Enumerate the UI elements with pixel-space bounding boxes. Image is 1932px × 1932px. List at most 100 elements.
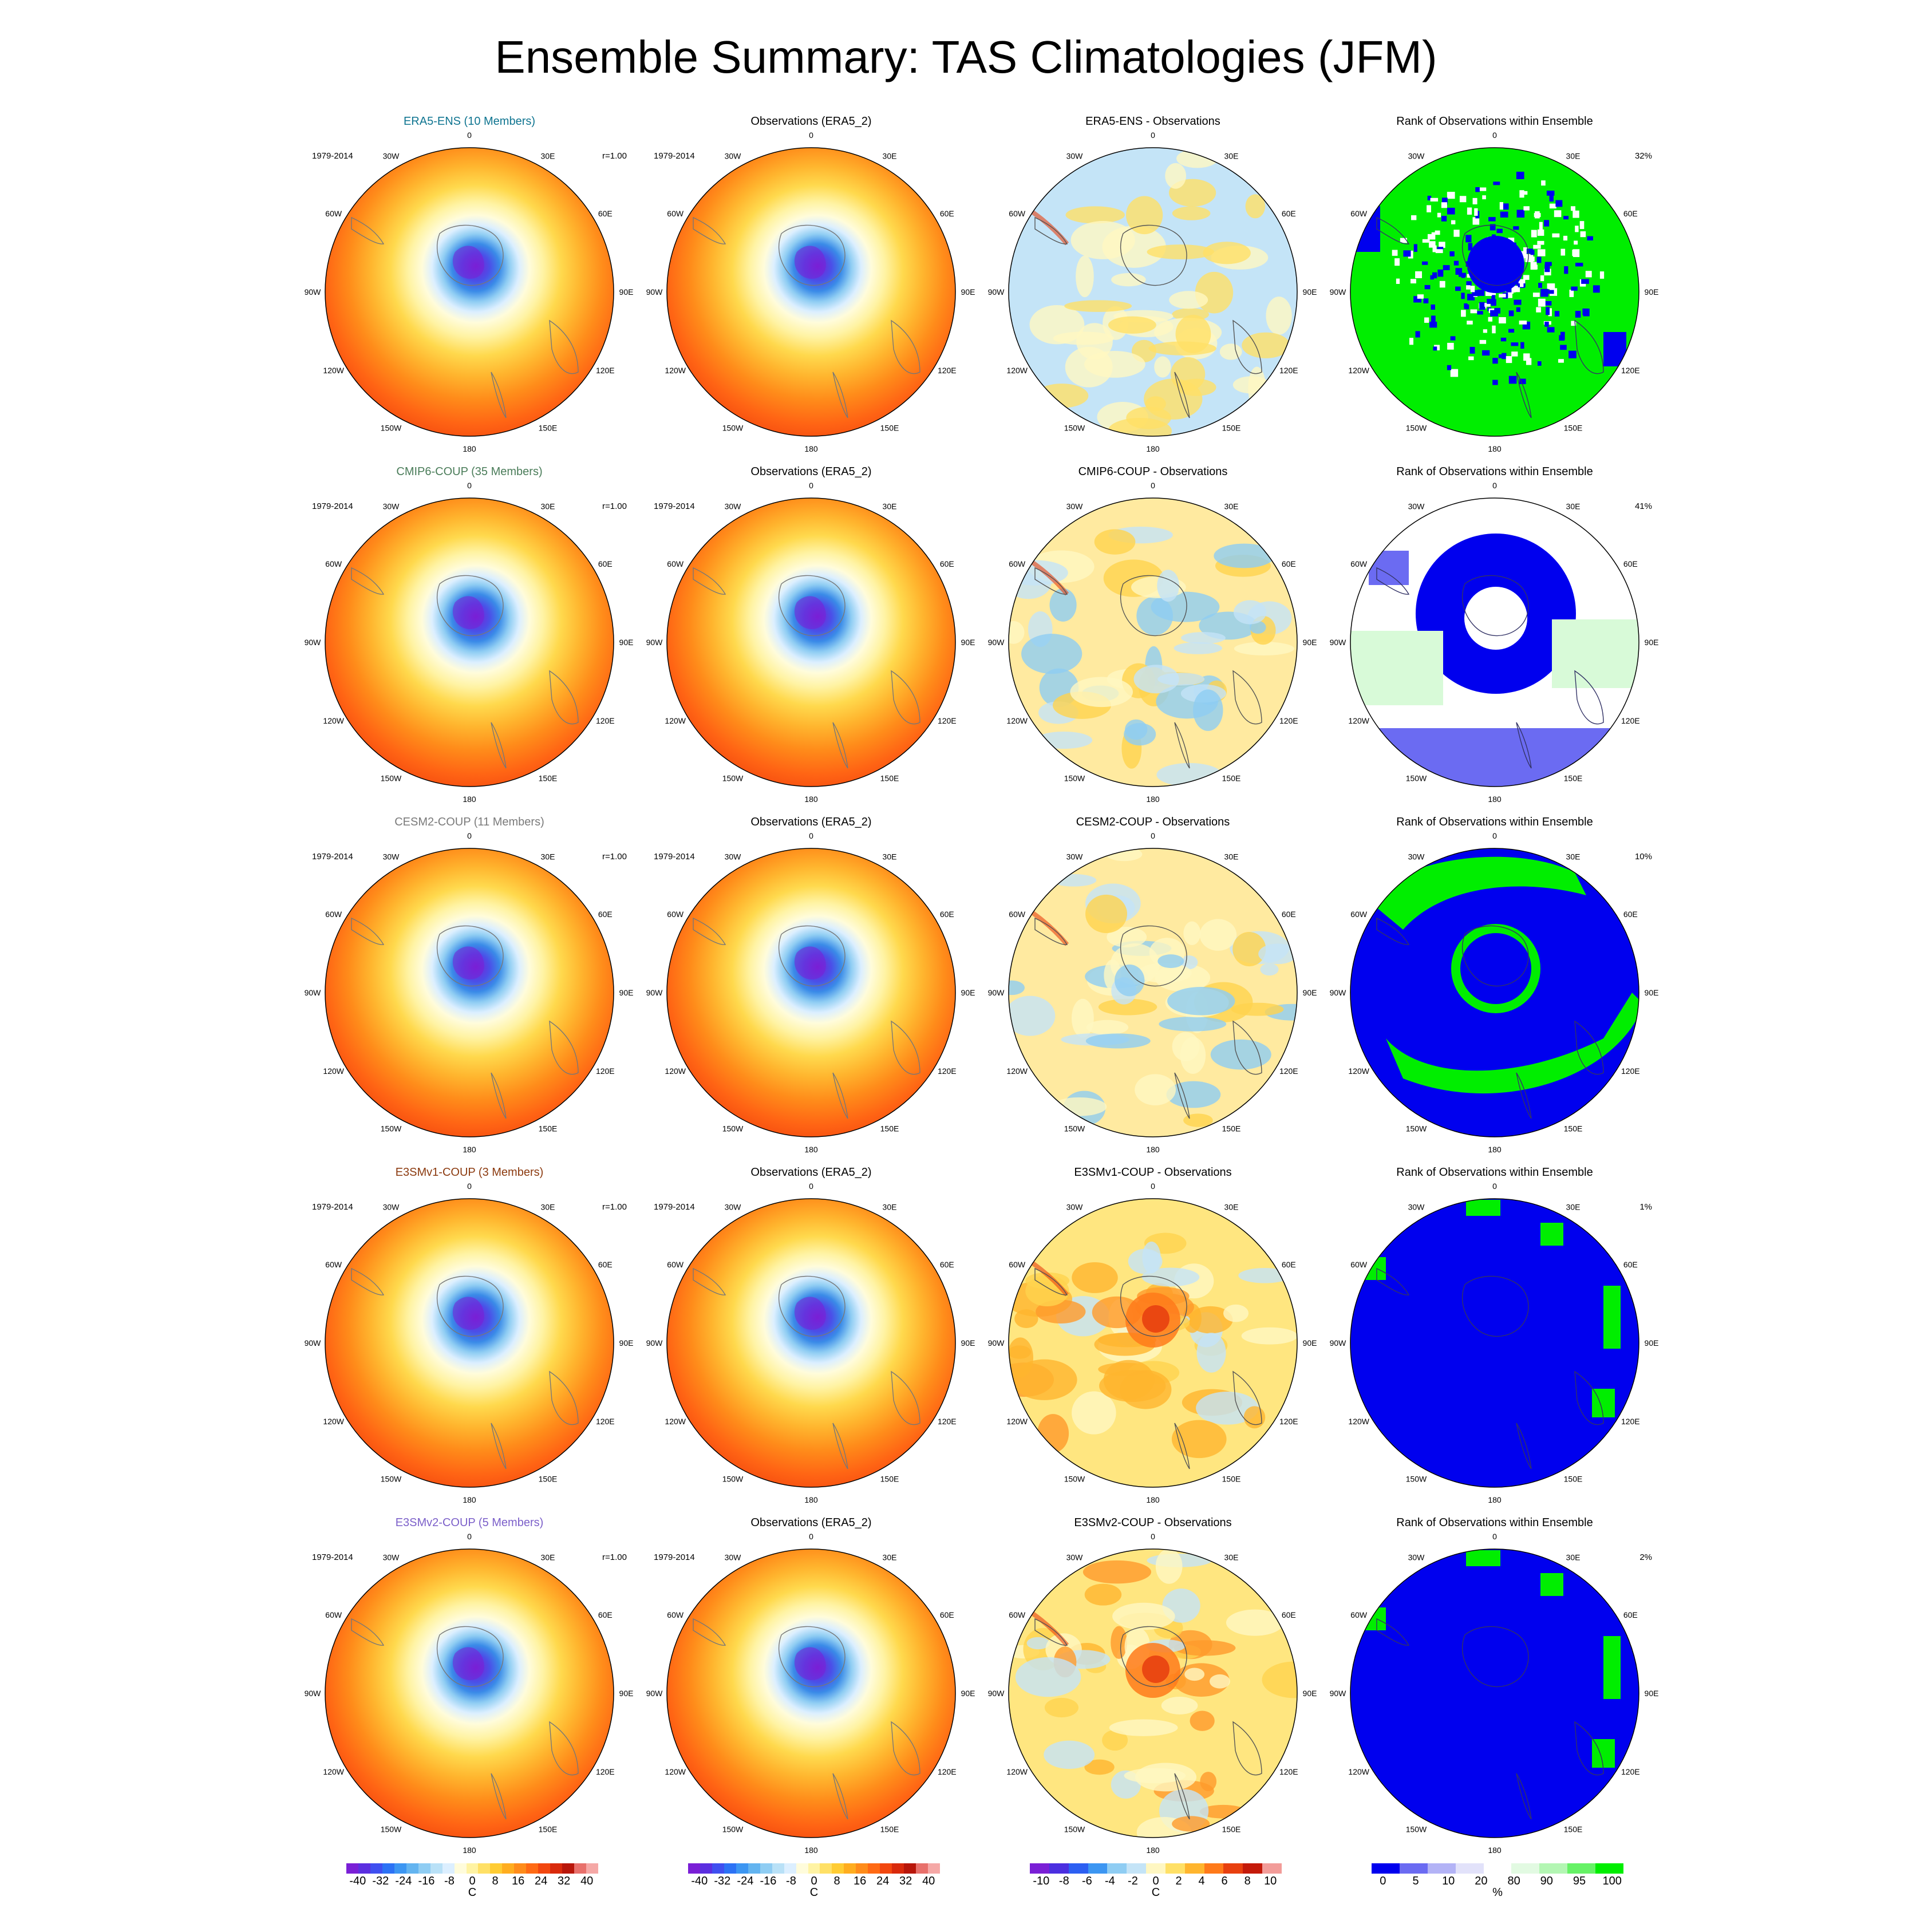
rank-cell <box>1485 289 1492 297</box>
coastline-1 <box>779 1626 846 1688</box>
rank-region-highish <box>1552 619 1639 688</box>
colorbar-ticks: -10 -8 -6 -4 -2 0 2 4 6 8 10 <box>1030 1875 1282 1890</box>
rank-cell <box>1431 304 1436 310</box>
model-panel: CESM2-COUP (11 Members) 1979-2014 r=1.00 0 3… <box>305 815 634 1154</box>
anomaly-patch <box>1141 1267 1200 1287</box>
lon-label: 120E <box>938 1417 957 1426</box>
colorbar-tick-label: 100 <box>1602 1875 1622 1887</box>
lon-label: 0 <box>467 1532 472 1541</box>
rank-cell <box>1537 229 1544 236</box>
rank-cell <box>1508 310 1514 317</box>
polar-map: 0 30E 60E 90E 120E 150E 180 150W 120W 90W 60W 30W <box>988 1532 1317 1855</box>
rank-cell <box>1467 207 1472 215</box>
rank-cell <box>1437 212 1441 218</box>
lon-label: 90E <box>619 638 634 647</box>
anomaly-patch <box>1076 255 1094 298</box>
colorbar-swatch <box>550 1863 563 1874</box>
rank-cell <box>1427 205 1432 212</box>
rank-cell <box>1447 192 1455 199</box>
rank-cell-high <box>1603 1636 1621 1699</box>
lon-label: 30E <box>1224 152 1239 161</box>
rank-cell <box>1427 234 1436 240</box>
rank-cell <box>1467 321 1473 325</box>
lon-label: 120W <box>1006 1417 1028 1426</box>
colorbar-swatch <box>760 1863 772 1874</box>
coastline-1 <box>1120 575 1187 637</box>
lon-label: 90W <box>1330 1338 1347 1348</box>
colorbar-swatch <box>916 1863 929 1874</box>
obs-panel: Observations (ERA5_2) 1979-2014 0 30E 60E 90E… <box>646 815 975 1154</box>
coastline-4 <box>1574 1370 1604 1425</box>
rank-percent-label: 10% <box>1634 852 1652 862</box>
lon-label: 30W <box>725 502 742 511</box>
coastline-2 <box>351 567 385 595</box>
rank-cell <box>1544 264 1550 272</box>
rank-cell <box>1453 260 1459 266</box>
colorbar-swatches <box>688 1863 941 1874</box>
panel-title: Observations (ERA5_2) <box>750 115 872 128</box>
polar-map: 0 30E 60E 90E 120E 150E 180 150W 120W 90W 60W 30W <box>1330 831 1659 1154</box>
lon-label: 30W <box>1408 502 1425 511</box>
lon-label: 60W <box>1350 910 1368 919</box>
rank-cell <box>1520 251 1527 258</box>
lon-label: 30E <box>1224 1553 1239 1562</box>
lon-label: 150W <box>1064 1824 1085 1834</box>
lon-label: 120W <box>1348 1417 1369 1426</box>
lon-label: 30E <box>1224 852 1239 862</box>
polar-map: 0 30E 60E 90E 120E 150E 180 150W 120W 90W 60W 30W <box>1330 1182 1659 1504</box>
rank-cell <box>1461 310 1466 317</box>
colorbar-tick-label: 2 <box>1175 1875 1182 1887</box>
panel-title: CESM2-COUP - Observations <box>1076 816 1230 828</box>
rank-cell <box>1544 262 1552 266</box>
lon-label: 90W <box>988 1338 1005 1348</box>
coastline-4 <box>1232 1020 1262 1075</box>
lon-label: 60W <box>1009 1260 1026 1269</box>
lon-label: 60W <box>325 559 342 568</box>
rank-cell <box>1467 274 1472 278</box>
anomaly-patch <box>1142 1241 1161 1274</box>
anomaly-patch <box>1241 1327 1297 1345</box>
anomaly-patch <box>1180 955 1198 970</box>
anomaly-patch <box>1051 1097 1107 1116</box>
lon-label: 30E <box>883 502 897 511</box>
lon-label: 120E <box>1621 1066 1640 1076</box>
lon-label: 150E <box>880 1824 899 1834</box>
lon-label: 120W <box>323 716 344 725</box>
polar-map: 0 30E 60E 90E 120E 150E 180 150W 120W 90W 60W 30W <box>988 481 1317 804</box>
coastline-1 <box>779 1275 846 1337</box>
lon-label: 120E <box>1621 716 1640 725</box>
obs-panel: Observations (ERA5_2) 1979-2014 0 30E 60E 90E… <box>646 1165 975 1504</box>
polar-map: 0 30E 60E 90E 120E 150E 180 150W 120W 90W 60W 30W <box>305 1182 634 1504</box>
coastline-2 <box>693 567 726 595</box>
anomaly-patch <box>1242 332 1290 358</box>
rank-panel: Rank of Observations within Ensemble 41% 0… <box>1330 465 1659 804</box>
lon-label: 150E <box>1222 1824 1241 1834</box>
lon-label: 180 <box>804 795 818 804</box>
lon-label: 30W <box>1066 1203 1084 1212</box>
lon-label: 30W <box>383 1203 400 1212</box>
rank-cell <box>1415 271 1423 278</box>
anomaly-patch <box>1085 894 1128 933</box>
coastline-2 <box>1376 216 1410 244</box>
lon-label: 60E <box>1282 1610 1296 1619</box>
colorbar-swatch <box>370 1863 382 1874</box>
lon-label: 60E <box>1282 209 1296 218</box>
lon-label: 120E <box>596 716 615 725</box>
colorbar-tick-label: -24 <box>395 1875 412 1887</box>
lon-label: 120W <box>665 1767 686 1776</box>
coastline-2 <box>351 917 385 945</box>
lon-label: 90E <box>961 1338 975 1348</box>
correlation-label: r=1.00 <box>602 852 627 862</box>
coastline-1 <box>1462 1626 1529 1688</box>
lon-label: 90E <box>1303 638 1317 647</box>
rank-cell <box>1530 250 1535 255</box>
lon-label: 180 <box>1146 444 1160 453</box>
rank-cell <box>1520 342 1524 349</box>
anomaly-patch <box>1195 271 1234 314</box>
colorbar-ticks: 0 5 10 20 80 90 95 100 <box>1372 1875 1623 1890</box>
lon-label: 30E <box>883 1553 897 1562</box>
rank-cell <box>1564 266 1568 274</box>
lon-label: 120E <box>596 1417 615 1426</box>
coastline-2 <box>693 216 726 244</box>
anomaly-patch <box>1135 1074 1176 1105</box>
